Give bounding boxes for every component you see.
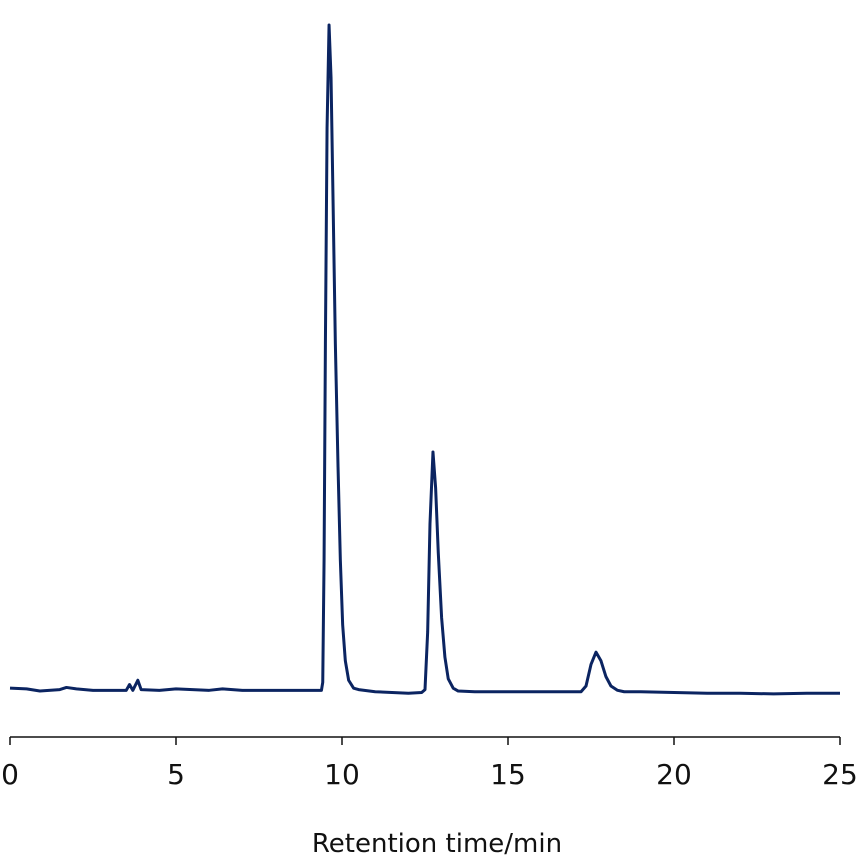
x-tick-label: 10 bbox=[324, 758, 360, 791]
x-axis-label: Retention time/min bbox=[312, 829, 562, 859]
x-tick-label: 20 bbox=[656, 758, 692, 791]
chromatogram-line bbox=[9, 23, 840, 696]
x-tick-label: 0 bbox=[1, 758, 19, 791]
x-tick-label: 5 bbox=[167, 758, 185, 791]
x-tick-label: 25 bbox=[822, 758, 858, 791]
x-tick-label: 15 bbox=[490, 758, 526, 791]
